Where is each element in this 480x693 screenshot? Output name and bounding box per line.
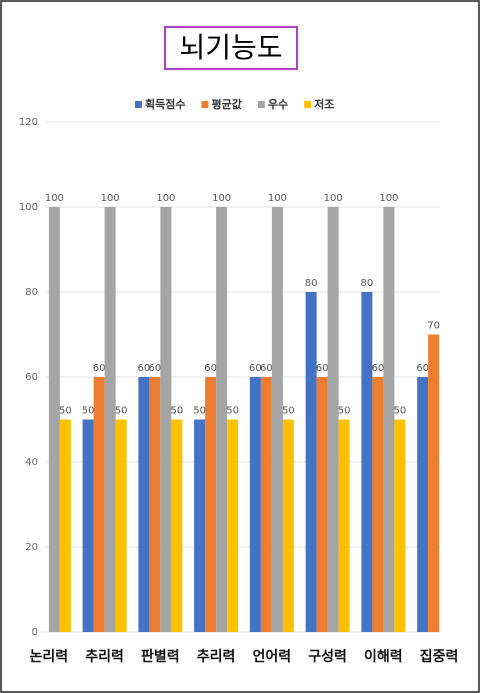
x-tick-label: 추리력 [197, 649, 236, 665]
bar [59, 419, 71, 632]
value-label: 60 [204, 363, 217, 374]
bar [216, 207, 228, 632]
value-label: 60 [316, 363, 329, 374]
value-label: 100 [324, 193, 343, 204]
y-tick-label: 120 [19, 117, 38, 128]
value-label: 100 [156, 193, 175, 204]
x-tick-label: 구성력 [308, 649, 347, 665]
bar [372, 377, 384, 632]
y-tick-label: 60 [25, 372, 38, 383]
legend-label: 평균값 [211, 97, 241, 111]
bar [115, 419, 127, 632]
title-box [164, 26, 298, 70]
bar [271, 207, 283, 632]
x-tick-label: 언어력 [253, 648, 292, 665]
bar [205, 377, 217, 632]
bar [48, 207, 60, 632]
value-label: 100 [45, 193, 64, 204]
bar [383, 207, 395, 632]
legend-swatch [201, 101, 209, 108]
value-label: 50 [115, 406, 128, 417]
legend-swatch [304, 101, 312, 108]
x-tick-label: 집중력 [420, 648, 459, 665]
bar [282, 419, 294, 632]
y-tick-label: 80 [25, 287, 38, 298]
y-tick-label: 100 [19, 202, 38, 213]
value-label: 50 [282, 406, 295, 417]
value-label: 50 [82, 406, 95, 417]
value-label: 100 [212, 193, 231, 204]
x-tick-label: 이해력 [364, 648, 403, 665]
value-label: 60 [149, 363, 162, 374]
value-label: 60 [372, 363, 385, 374]
bar [138, 377, 150, 632]
legend-label: 획득점수 [145, 97, 185, 111]
value-label: 60 [416, 363, 429, 374]
value-label: 100 [101, 193, 120, 204]
x-tick-label: 추리력 [85, 649, 124, 665]
bar [327, 207, 339, 632]
value-label: 50 [338, 406, 351, 417]
bar [93, 377, 105, 632]
value-label: 50 [193, 406, 206, 417]
bar [194, 419, 206, 632]
legend-swatch [257, 101, 265, 108]
x-tick-label: 논리력 [30, 649, 69, 665]
bar [361, 292, 373, 632]
bar [104, 207, 116, 632]
bar [338, 419, 350, 632]
value-label: 50 [394, 406, 407, 417]
bar [171, 419, 183, 632]
value-label: 60 [93, 363, 106, 374]
chart-title: 뇌기능도 [179, 31, 282, 64]
bar [260, 377, 272, 632]
bar [417, 377, 429, 632]
value-label: 70 [427, 321, 440, 332]
value-label: 60 [260, 363, 273, 374]
bar [428, 334, 440, 632]
value-label: 60 [138, 363, 151, 374]
bar [227, 419, 239, 632]
bar [149, 377, 161, 632]
legend-label: 우수 [268, 98, 288, 111]
x-tick-label: 판별력 [141, 648, 180, 665]
value-label: 80 [305, 278, 318, 289]
value-label: 80 [361, 278, 374, 289]
y-tick-label: 20 [25, 542, 38, 553]
legend-swatch [135, 101, 142, 108]
legend-label: 저조 [314, 97, 334, 111]
value-label: 60 [249, 363, 262, 374]
value-label: 50 [59, 406, 72, 417]
bar [249, 377, 261, 632]
bar [82, 419, 94, 632]
bar [305, 292, 317, 632]
bar [160, 207, 172, 632]
y-tick-label: 0 [32, 627, 38, 638]
value-label: 50 [171, 406, 184, 417]
bar [316, 377, 328, 632]
value-label: 100 [268, 193, 287, 204]
value-label: 100 [379, 193, 398, 204]
value-label: 50 [226, 406, 239, 417]
y-tick-label: 40 [25, 457, 38, 468]
bar [394, 419, 406, 632]
